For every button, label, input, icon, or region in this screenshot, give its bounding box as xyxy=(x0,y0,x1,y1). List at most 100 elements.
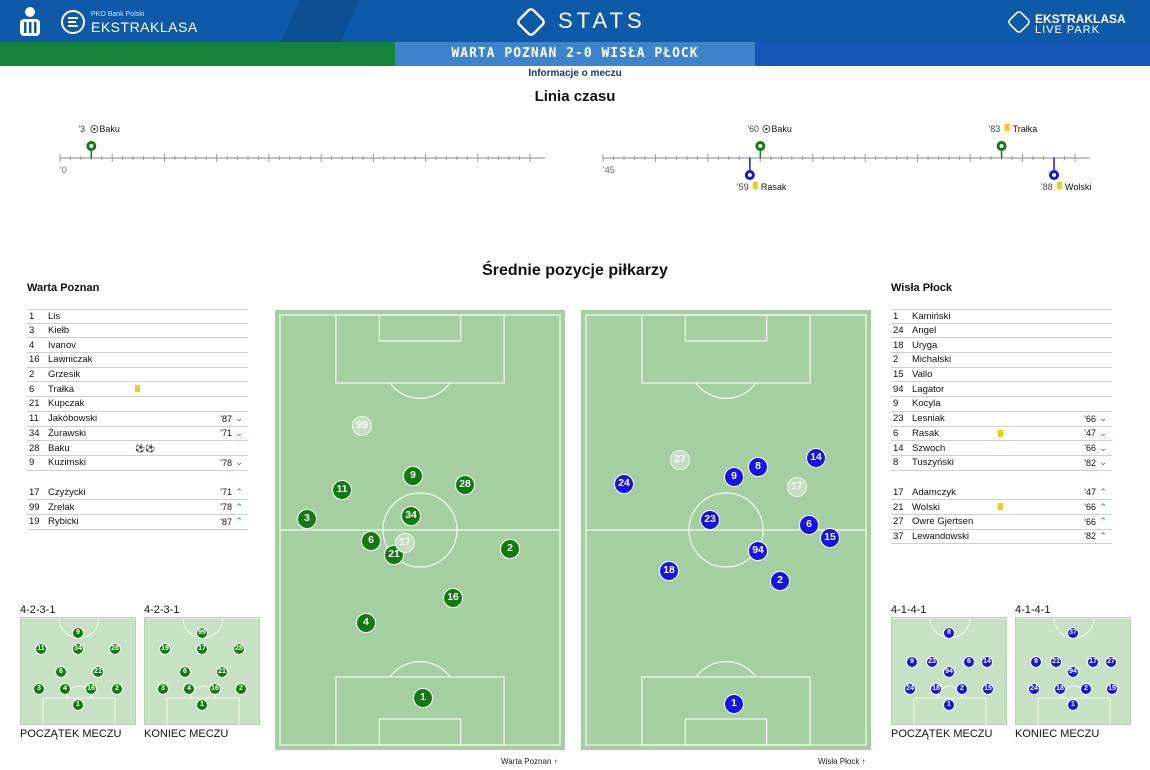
starter-row: 9 Kuzimski '78 ⌄ xyxy=(27,456,248,471)
home-end-caption: KONIEC MECZU xyxy=(144,728,229,740)
away-team-name: Wisła Płock xyxy=(891,282,953,294)
sub-out-icon: ⌄ xyxy=(1099,457,1107,468)
yellow-card-icon xyxy=(752,182,758,189)
sub-out-icon: ⌄ xyxy=(1099,427,1107,438)
player-marker-34[interactable]: 34 xyxy=(401,506,421,526)
away-color-strip xyxy=(755,42,1150,66)
home-start-formation: 4-2-3-1 xyxy=(20,604,56,616)
player-number: 3 xyxy=(29,325,35,337)
player-marker-17[interactable]: 17 xyxy=(395,533,415,553)
player-name: Michalski xyxy=(912,354,952,366)
substitution-minute: '47 xyxy=(1084,487,1096,498)
player-marker-6[interactable]: 6 xyxy=(361,531,381,551)
player-marker-17[interactable]: 17 xyxy=(787,477,807,497)
stats-title: STATS xyxy=(558,8,646,33)
match-title: WARTA POZNAN 2-0 WISŁA PŁOCK xyxy=(451,46,699,61)
player-marker-24[interactable]: 24 xyxy=(614,474,634,494)
brand-name[interactable]: EKSTRAKLASA xyxy=(91,19,198,35)
player-marker-16[interactable]: 16 xyxy=(443,588,463,608)
player-marker-27[interactable]: 27 xyxy=(670,450,690,470)
starter-row: 34 Żurawski '71 ⌄ xyxy=(27,427,248,442)
lineup-player-1: 1 xyxy=(72,699,84,711)
lineup-player-2: 2 xyxy=(111,683,123,695)
lineup-player-34: 34 xyxy=(72,643,84,655)
lineup-player-37: 37 xyxy=(1067,627,1079,639)
home-team-name: Warta Poznan xyxy=(27,282,100,294)
player-marker-28[interactable]: 28 xyxy=(455,475,475,495)
roster-spacer xyxy=(891,471,1112,486)
player-name: Kupczak xyxy=(48,398,85,410)
substitute-row: 17 Czyżycki '71 ⌃ xyxy=(27,486,248,501)
player-number: 19 xyxy=(29,516,40,528)
player-marker-9[interactable]: 9 xyxy=(724,467,744,487)
event-player: Trałka xyxy=(1013,124,1038,134)
header-top-bar xyxy=(0,0,1150,42)
player-marker-99[interactable]: 99 xyxy=(352,416,372,436)
ekstraklasa-logo-icon[interactable] xyxy=(60,9,86,35)
lineup-player-9: 9 xyxy=(1030,656,1042,668)
player-name: Angel xyxy=(912,325,937,337)
player-number: 17 xyxy=(893,486,904,498)
player-marker-11[interactable]: 11 xyxy=(332,480,352,500)
player-marker-6[interactable]: 6 xyxy=(799,515,819,535)
event-pin-dot xyxy=(89,144,94,148)
player-name: Lawniczak xyxy=(48,354,93,366)
bottom-arc xyxy=(695,661,757,678)
player-number: 6 xyxy=(893,427,899,439)
sub-in-icon: ⌃ xyxy=(1099,530,1107,541)
pko-logo-icon[interactable] xyxy=(16,4,44,38)
player-marker-94[interactable]: 94 xyxy=(748,541,768,561)
player-name: Lewandowski xyxy=(912,530,970,542)
player-marker-1[interactable]: 1 xyxy=(724,694,744,714)
player-number: 2 xyxy=(893,354,899,366)
player-marker-9[interactable]: 9 xyxy=(403,466,423,486)
live-park-brand[interactable]: EKSTRAKLASA xyxy=(1035,12,1126,26)
lineup-player-94: 94 xyxy=(943,666,955,678)
timeline-half-label: '45 xyxy=(603,165,615,175)
lineup-player-94: 94 xyxy=(1067,666,1079,678)
player-marker-1[interactable]: 1 xyxy=(413,688,433,708)
sub-in-icon: ⌃ xyxy=(1099,516,1107,527)
lineup-player-99: 99 xyxy=(196,627,208,639)
player-name: Kiełb xyxy=(48,325,70,337)
center-circle xyxy=(382,492,458,568)
lineup-player-1: 1 xyxy=(196,699,208,711)
player-marker-3[interactable]: 3 xyxy=(297,509,317,529)
player-marker-15[interactable]: 15 xyxy=(820,528,840,548)
sub-in-icon: ⌃ xyxy=(1099,501,1107,512)
top-arc xyxy=(389,382,451,399)
bottom-penalty-box xyxy=(335,676,505,746)
player-marker-23[interactable]: 23 xyxy=(700,510,720,530)
match-info-link[interactable]: Informacje o meczu xyxy=(528,68,622,79)
player-marker-14[interactable]: 14 xyxy=(806,448,826,468)
lineup-player-23: 23 xyxy=(926,656,938,668)
sub-in-icon: ⌃ xyxy=(1099,486,1107,497)
player-number: 6 xyxy=(29,383,35,395)
lineup-player-17: 17 xyxy=(1087,656,1099,668)
player-name: Baku xyxy=(48,442,70,454)
event-pin-dot xyxy=(999,144,1004,148)
yellow-card-icon xyxy=(1057,182,1063,189)
away-roster: 1 Kamiński 24 Angel 18 Uryga 2 Michalski 15 Vallo… xyxy=(891,309,1112,545)
player-marker-2[interactable]: 2 xyxy=(500,539,520,559)
player-marker-4[interactable]: 4 xyxy=(356,613,376,633)
timeline-event-trałka: '83 Trałka xyxy=(989,124,1038,158)
player-marker-8[interactable]: 8 xyxy=(748,457,768,477)
lineup-player-21: 21 xyxy=(1050,656,1062,668)
player-name: Lis xyxy=(48,310,61,322)
event-player: Wolski xyxy=(1065,182,1091,192)
substitution-minute: '47 xyxy=(1084,428,1096,439)
event-pin-dot xyxy=(758,144,763,148)
event-pin-dot xyxy=(1052,173,1057,177)
lineup-player-6: 6 xyxy=(963,656,975,668)
bottom-goal-box xyxy=(378,718,462,746)
away-end-lineup: 37 9 21 17 27 94 24 18 2 15 1 xyxy=(1015,617,1132,727)
live-park-sub[interactable]: LIVE PARK xyxy=(1035,24,1101,36)
lineup-player-4: 4 xyxy=(59,683,71,695)
starter-row: 2 Grzesik xyxy=(27,368,248,383)
starter-row: 11 Jakóbowski '87 ⌄ xyxy=(27,412,248,427)
sub-out-icon: ⌄ xyxy=(235,457,243,468)
starter-row: 94 Lagator xyxy=(891,382,1112,398)
player-marker-18[interactable]: 18 xyxy=(659,561,679,581)
player-marker-2[interactable]: 2 xyxy=(770,571,790,591)
